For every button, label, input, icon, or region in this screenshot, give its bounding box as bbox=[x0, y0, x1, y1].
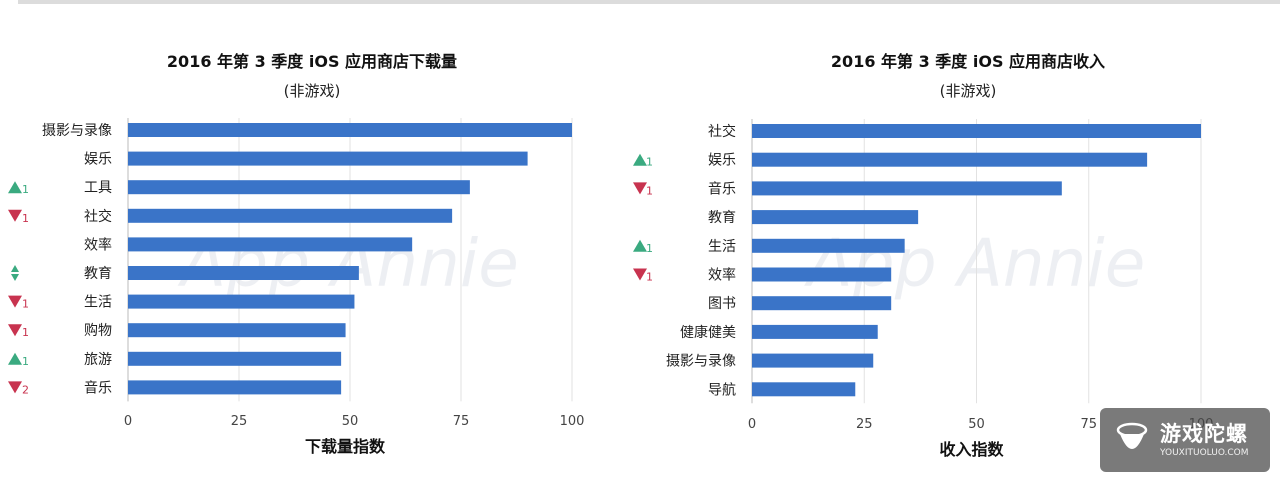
rev-category-label-6: 图书 bbox=[708, 296, 736, 312]
rev-category-label-0: 社交 bbox=[708, 123, 736, 140]
dl-bar-8 bbox=[128, 351, 342, 366]
dl-category-label-1: 娱乐 bbox=[84, 152, 112, 168]
rev-category-label-9: 导航 bbox=[708, 382, 736, 398]
dl-rank-change-value-8: 1 bbox=[22, 355, 29, 368]
dl-rank-up-icon-8 bbox=[8, 352, 22, 365]
rev-category-label-7: 健康健美 bbox=[680, 324, 736, 341]
brand-name: 游戏陀螺 bbox=[1160, 422, 1248, 446]
dl-rank-change-value-3: 1 bbox=[22, 212, 29, 225]
dl-bar-3 bbox=[128, 208, 453, 223]
brand-url: YOUXITUOLUO.COM bbox=[1160, 448, 1249, 458]
rev-rank-change-value-2: 1 bbox=[646, 184, 653, 197]
top-divider bbox=[18, 0, 1280, 4]
dl-category-label-8: 旅游 bbox=[84, 352, 112, 368]
rev-bar-7 bbox=[752, 324, 878, 339]
rev-category-label-5: 效率 bbox=[708, 267, 736, 284]
dl-bar-9 bbox=[128, 380, 342, 395]
brand-logo-icon bbox=[1116, 422, 1148, 449]
rev-category-label-4: 生活 bbox=[708, 239, 736, 255]
dl-rank-down-icon-7 bbox=[8, 324, 22, 337]
dl-rank-change-value-2: 1 bbox=[22, 183, 29, 196]
rev-x-axis-label: 收入指数 bbox=[939, 440, 1004, 459]
dl-rank-change-value-7: 1 bbox=[22, 326, 29, 339]
dl-bar-2 bbox=[128, 180, 470, 195]
dl-category-label-0: 摄影与录像 bbox=[42, 123, 112, 139]
dl-x-axis-label: 下载量指数 bbox=[305, 437, 386, 456]
dl-category-label-9: 音乐 bbox=[84, 379, 112, 396]
rev-rank-change-value-1: 1 bbox=[646, 156, 653, 169]
dl-bar-4 bbox=[128, 237, 413, 252]
dl-rank-down-icon-9 bbox=[8, 381, 22, 394]
dl-bar-1 bbox=[128, 151, 528, 166]
rev-category-label-2: 音乐 bbox=[708, 180, 736, 197]
dl-rank-up-icon-2 bbox=[8, 181, 22, 194]
rev-chart-subtitle: (非游戏) bbox=[940, 82, 997, 100]
rev-rank-up-icon-4 bbox=[633, 239, 647, 252]
rev-category-label-3: 教育 bbox=[708, 210, 736, 226]
rev-x-tick-label-3: 75 bbox=[1080, 417, 1097, 432]
dl-bar-5 bbox=[128, 266, 359, 280]
rev-bar-9 bbox=[752, 382, 856, 397]
dl-chart-title: 2016 年第 3 季度 iOS 应用商店下载量 bbox=[167, 52, 457, 71]
dl-chart-subtitle: (非游戏) bbox=[284, 82, 341, 100]
brand-badge: 游戏陀螺 YOUXITUOLUO.COM bbox=[1100, 408, 1270, 472]
dl-x-tick-label-1: 25 bbox=[231, 414, 248, 429]
rev-bar-0 bbox=[752, 124, 1201, 138]
downloads-chart: App Annie 2016 年第 3 季度 iOS 应用商店下载量 (非游戏) 摄影… bbox=[0, 0, 620, 483]
dl-rank-flat-down-icon-5 bbox=[11, 274, 19, 281]
rev-rank-change-value-5: 1 bbox=[646, 271, 653, 284]
rev-watermark: App Annie bbox=[804, 225, 1146, 302]
rev-rank-up-icon-1 bbox=[633, 153, 647, 166]
dl-bar-0 bbox=[128, 123, 572, 137]
rev-x-tick-label-2: 50 bbox=[968, 417, 985, 432]
dl-x-tick-label-0: 0 bbox=[124, 414, 132, 429]
rev-bar-4 bbox=[752, 238, 905, 253]
downloads-chart-svg: App Annie 2016 年第 3 季度 iOS 应用商店下载量 (非游戏) 摄影… bbox=[8, 52, 585, 456]
rev-category-label-1: 娱乐 bbox=[708, 153, 736, 169]
rev-chart-title: 2016 年第 3 季度 iOS 应用商店收入 bbox=[831, 52, 1105, 71]
dl-rank-down-icon-3 bbox=[8, 209, 22, 222]
rev-x-tick-label-0: 0 bbox=[748, 417, 756, 432]
dl-x-tick-label-4: 100 bbox=[560, 414, 585, 429]
rev-bar-1 bbox=[752, 152, 1148, 167]
dl-category-label-5: 教育 bbox=[84, 266, 112, 282]
dl-rank-change-value-9: 2 bbox=[22, 383, 29, 396]
rev-bar-8 bbox=[752, 353, 874, 368]
dl-watermark: App Annie bbox=[177, 225, 519, 302]
dl-category-label-7: 购物 bbox=[84, 323, 112, 339]
revenue-chart: App Annie 2016 年第 3 季度 iOS 应用商店收入 (非游戏) 社交娱… bbox=[620, 0, 1280, 483]
rev-bar-6 bbox=[752, 296, 892, 311]
dl-bar-6 bbox=[128, 294, 355, 309]
rev-rank-down-icon-5 bbox=[633, 268, 647, 281]
dl-category-label-2: 工具 bbox=[84, 180, 112, 196]
rev-rank-change-value-4: 1 bbox=[646, 242, 653, 255]
rev-category-label-8: 摄影与录像 bbox=[666, 354, 736, 370]
dl-bar-7 bbox=[128, 323, 346, 338]
rev-bar-5 bbox=[752, 267, 892, 282]
revenue-chart-svg: App Annie 2016 年第 3 季度 iOS 应用商店收入 (非游戏) 社交娱… bbox=[633, 52, 1213, 459]
rev-bar-3 bbox=[752, 210, 919, 225]
dl-rank-change-value-6: 1 bbox=[22, 298, 29, 311]
dl-x-tick-label-2: 50 bbox=[342, 414, 359, 429]
dl-category-label-4: 效率 bbox=[84, 236, 112, 253]
rev-bar-2 bbox=[752, 181, 1062, 196]
dl-rank-down-icon-6 bbox=[8, 295, 22, 308]
dl-x-tick-label-3: 75 bbox=[453, 414, 470, 429]
rev-x-tick-label-1: 25 bbox=[856, 417, 873, 432]
dl-rank-flat-up-icon-5 bbox=[11, 265, 19, 272]
dl-category-label-6: 生活 bbox=[84, 295, 112, 311]
dl-category-label-3: 社交 bbox=[84, 208, 112, 225]
rev-rank-down-icon-2 bbox=[633, 182, 647, 195]
